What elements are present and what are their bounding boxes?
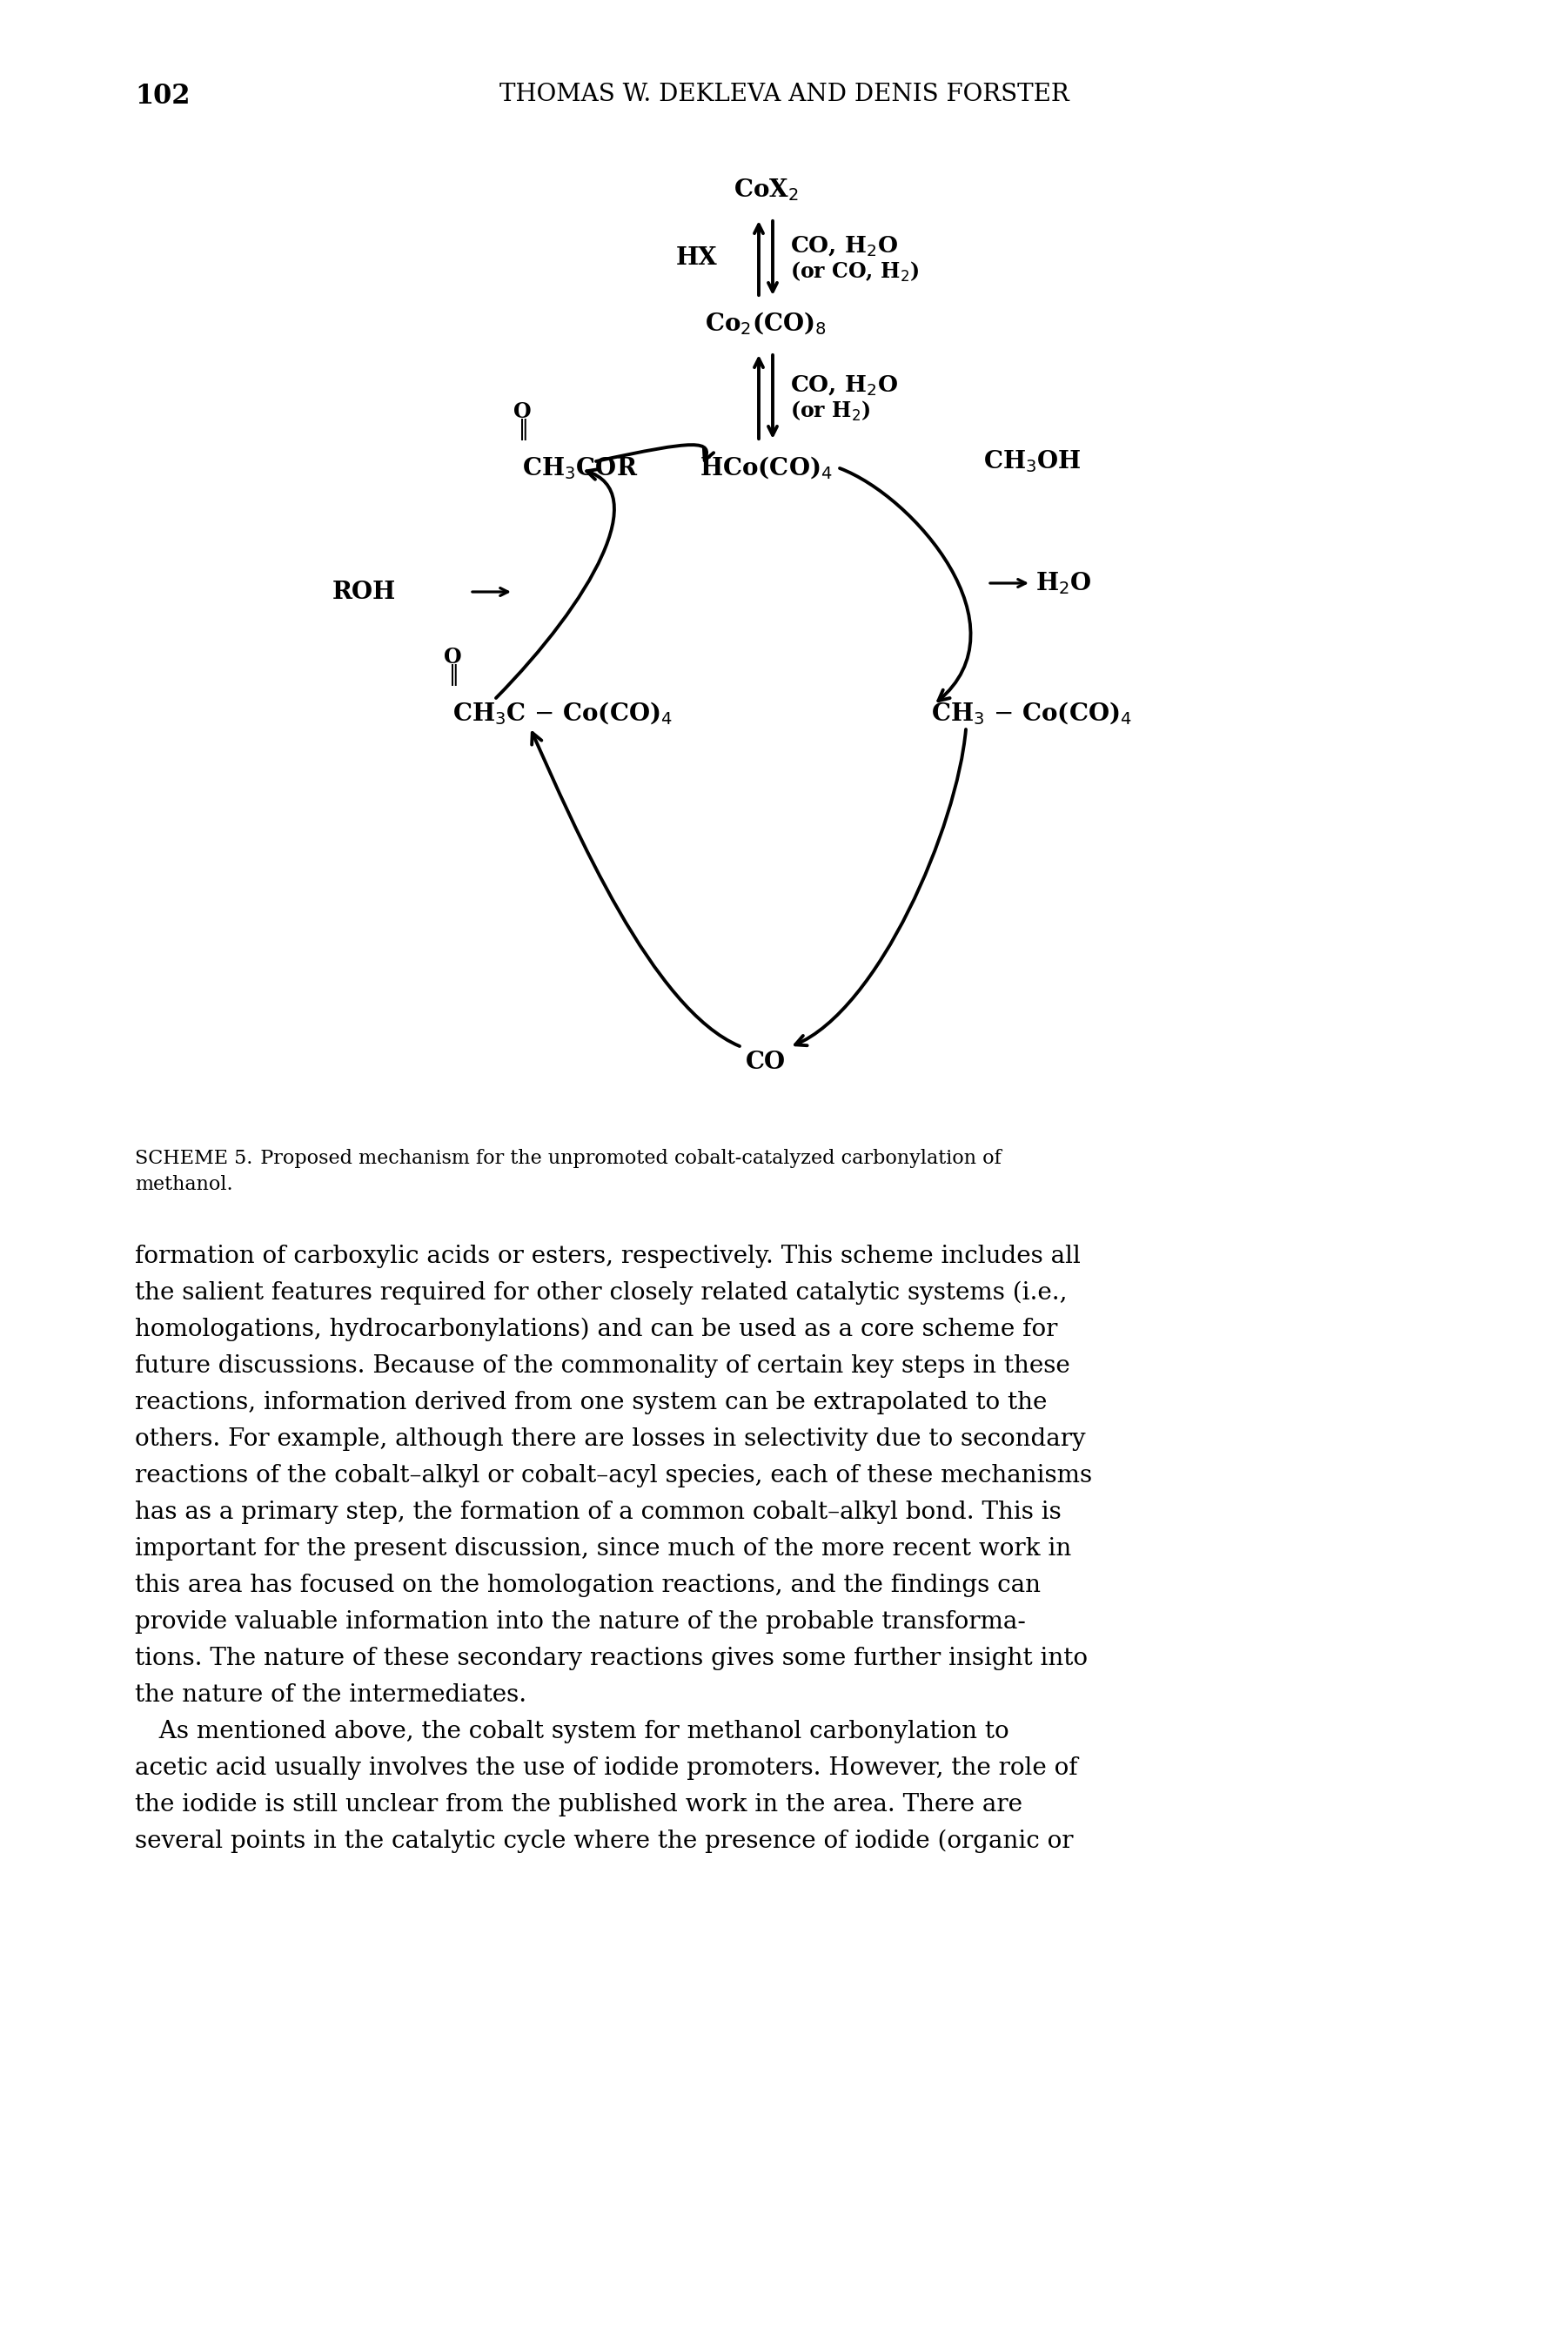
Text: CH$_3$COR: CH$_3$COR xyxy=(522,456,638,482)
Text: the iodide is still unclear from the published work in the area. There are: the iodide is still unclear from the pub… xyxy=(135,1793,1022,1817)
Text: formation of carboxylic acids or esters, respectively. This scheme includes all: formation of carboxylic acids or esters,… xyxy=(135,1246,1080,1269)
Text: CO, H$_2$O: CO, H$_2$O xyxy=(790,233,898,256)
Text: HX: HX xyxy=(676,247,718,270)
Text: important for the present discussion, since much of the more recent work in: important for the present discussion, si… xyxy=(135,1537,1071,1560)
Text: tions. The nature of these secondary reactions gives some further insight into: tions. The nature of these secondary rea… xyxy=(135,1647,1088,1671)
FancyArrowPatch shape xyxy=(795,728,966,1046)
Text: O: O xyxy=(513,402,532,423)
Text: (or CO, H$_2$): (or CO, H$_2$) xyxy=(790,261,919,284)
Text: the nature of the intermediates.: the nature of the intermediates. xyxy=(135,1683,527,1706)
FancyArrowPatch shape xyxy=(532,733,740,1046)
Text: O: O xyxy=(444,646,461,667)
Text: reactions of the cobalt–alkyl or cobalt–acyl species, each of these mechanisms: reactions of the cobalt–alkyl or cobalt–… xyxy=(135,1464,1093,1488)
Text: Proposed mechanism for the unpromoted cobalt-catalyzed carbonylation of: Proposed mechanism for the unpromoted co… xyxy=(248,1149,1002,1168)
Text: H$_2$O: H$_2$O xyxy=(1035,571,1091,597)
Text: CH$_3$ $-$ Co(CO)$_4$: CH$_3$ $-$ Co(CO)$_4$ xyxy=(931,700,1132,726)
Text: future discussions. Because of the commonality of certain key steps in these: future discussions. Because of the commo… xyxy=(135,1354,1069,1377)
Text: 102: 102 xyxy=(135,82,190,110)
Text: provide valuable information into the nature of the probable transforma-: provide valuable information into the na… xyxy=(135,1610,1025,1633)
Text: Co$_2$(CO)$_8$: Co$_2$(CO)$_8$ xyxy=(706,310,826,336)
Text: others. For example, although there are losses in selectivity due to secondary: others. For example, although there are … xyxy=(135,1426,1085,1450)
Text: HCo(CO)$_4$: HCo(CO)$_4$ xyxy=(699,456,833,482)
Text: acetic acid usually involves the use of iodide promoters. However, the role of: acetic acid usually involves the use of … xyxy=(135,1755,1077,1779)
Text: homologations, hydrocarbonylations) and can be used as a core scheme for: homologations, hydrocarbonylations) and … xyxy=(135,1318,1057,1342)
Text: $\|$: $\|$ xyxy=(448,663,458,686)
Text: CH$_3$C $-$ Co(CO)$_4$: CH$_3$C $-$ Co(CO)$_4$ xyxy=(453,700,673,726)
Text: ROH: ROH xyxy=(332,580,395,604)
Text: this area has focused on the homologation reactions, and the findings can: this area has focused on the homologatio… xyxy=(135,1574,1041,1598)
Text: (or H$_2$): (or H$_2$) xyxy=(790,400,870,423)
Text: reactions, information derived from one system can be extrapolated to the: reactions, information derived from one … xyxy=(135,1391,1047,1415)
Text: CoX$_2$: CoX$_2$ xyxy=(734,176,798,202)
FancyArrowPatch shape xyxy=(495,470,615,698)
Text: CH$_3$OH: CH$_3$OH xyxy=(983,449,1082,475)
Text: CO, H$_2$O: CO, H$_2$O xyxy=(790,374,898,397)
Text: THOMAS W. DEKLEVA AND DENIS FORSTER: THOMAS W. DEKLEVA AND DENIS FORSTER xyxy=(499,82,1069,106)
Text: $\|$: $\|$ xyxy=(517,416,527,442)
FancyArrowPatch shape xyxy=(596,444,713,461)
Text: CO: CO xyxy=(746,1050,786,1074)
Text: the salient features required for other closely related catalytic systems (i.e.,: the salient features required for other … xyxy=(135,1281,1068,1304)
Text: several points in the catalytic cycle where the presence of iodide (organic or: several points in the catalytic cycle wh… xyxy=(135,1831,1074,1854)
Text: has as a primary step, the formation of a common cobalt–alkyl bond. This is: has as a primary step, the formation of … xyxy=(135,1502,1062,1525)
Text: As mentioned above, the cobalt system for methanol carbonylation to: As mentioned above, the cobalt system fo… xyxy=(135,1720,1010,1744)
FancyArrowPatch shape xyxy=(840,468,971,700)
Text: SCHEME 5.: SCHEME 5. xyxy=(135,1149,252,1168)
Text: methanol.: methanol. xyxy=(135,1175,234,1194)
